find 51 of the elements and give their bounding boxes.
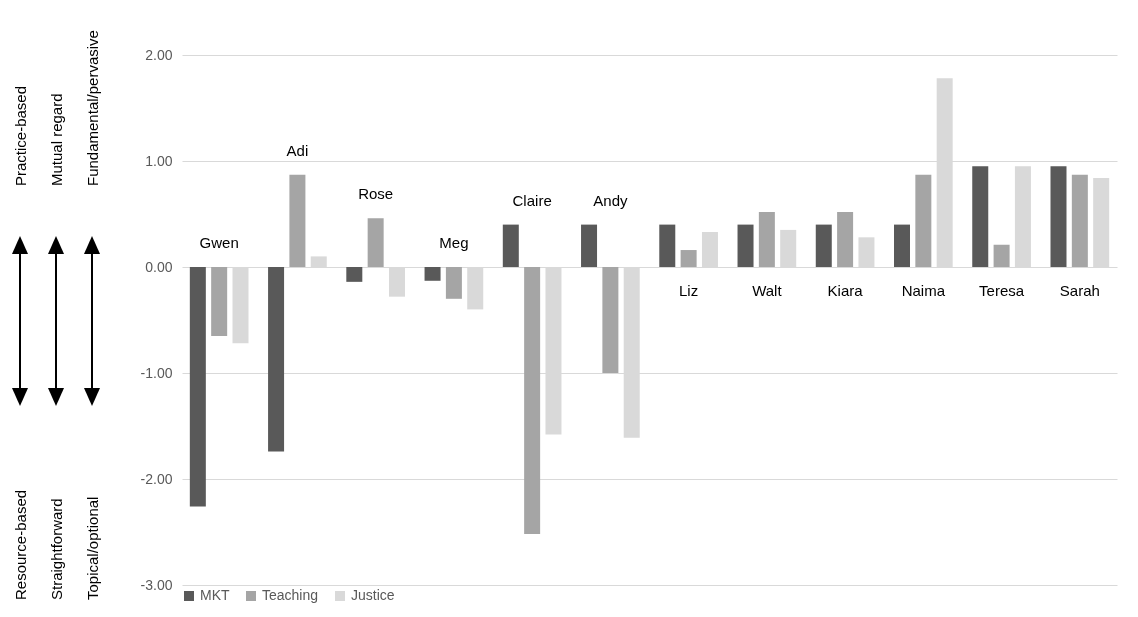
bar (993, 244, 1010, 267)
bar (602, 267, 619, 373)
y-tick-label: -2.00 (140, 470, 173, 487)
y-tick-label: -3.00 (140, 576, 173, 593)
bar (659, 224, 676, 267)
x-tick-label: Liz (679, 282, 699, 299)
bar (346, 267, 363, 282)
bar (837, 211, 854, 267)
x-tick-label: Claire (512, 191, 552, 209)
bar (680, 250, 697, 267)
bar (189, 267, 206, 507)
bar (894, 224, 911, 267)
y-tick-label: 0.00 (145, 258, 173, 275)
x-tick-label: Walt (752, 282, 783, 299)
legend-label: Teaching (262, 587, 319, 603)
y-tick-label: -1.00 (140, 364, 173, 381)
x-tick-label: Naima (901, 282, 946, 299)
y-tick-label: 1.00 (145, 152, 173, 169)
bar (581, 224, 598, 267)
x-tick-label: Andy (593, 191, 628, 209)
bar (737, 224, 754, 267)
bar (1050, 166, 1067, 267)
text: Practice-based (12, 85, 29, 186)
text: Fundamental/pervasive (84, 30, 101, 186)
x-tick-label: Sarah (1059, 282, 1100, 299)
bar (758, 211, 775, 267)
x-tick-label: Teresa (979, 282, 1025, 299)
text: Topical/optional (84, 496, 101, 600)
x-tick-label: Adi (286, 141, 309, 159)
text: Straightforward (48, 498, 65, 600)
bar (502, 224, 519, 267)
x-tick-label: Rose (358, 185, 394, 203)
y-tick-label: 2.00 (145, 46, 173, 63)
text: Mutual regard (48, 93, 65, 186)
legend-label: Justice (351, 587, 395, 603)
bar (972, 166, 989, 267)
x-tick-label: Gwen (199, 234, 239, 251)
bar (915, 174, 932, 267)
bar (367, 218, 384, 267)
bar (815, 224, 832, 267)
legend-label: MKT (200, 587, 230, 603)
bar (1071, 174, 1088, 267)
bar (289, 174, 306, 267)
bar (424, 267, 441, 281)
bar (211, 267, 228, 336)
x-tick-label: Meg (439, 234, 469, 251)
bar (524, 267, 541, 535)
bar (445, 267, 462, 299)
bar (268, 267, 285, 452)
text: Resource-based (12, 489, 29, 600)
x-tick-label: Kiara (827, 282, 864, 299)
